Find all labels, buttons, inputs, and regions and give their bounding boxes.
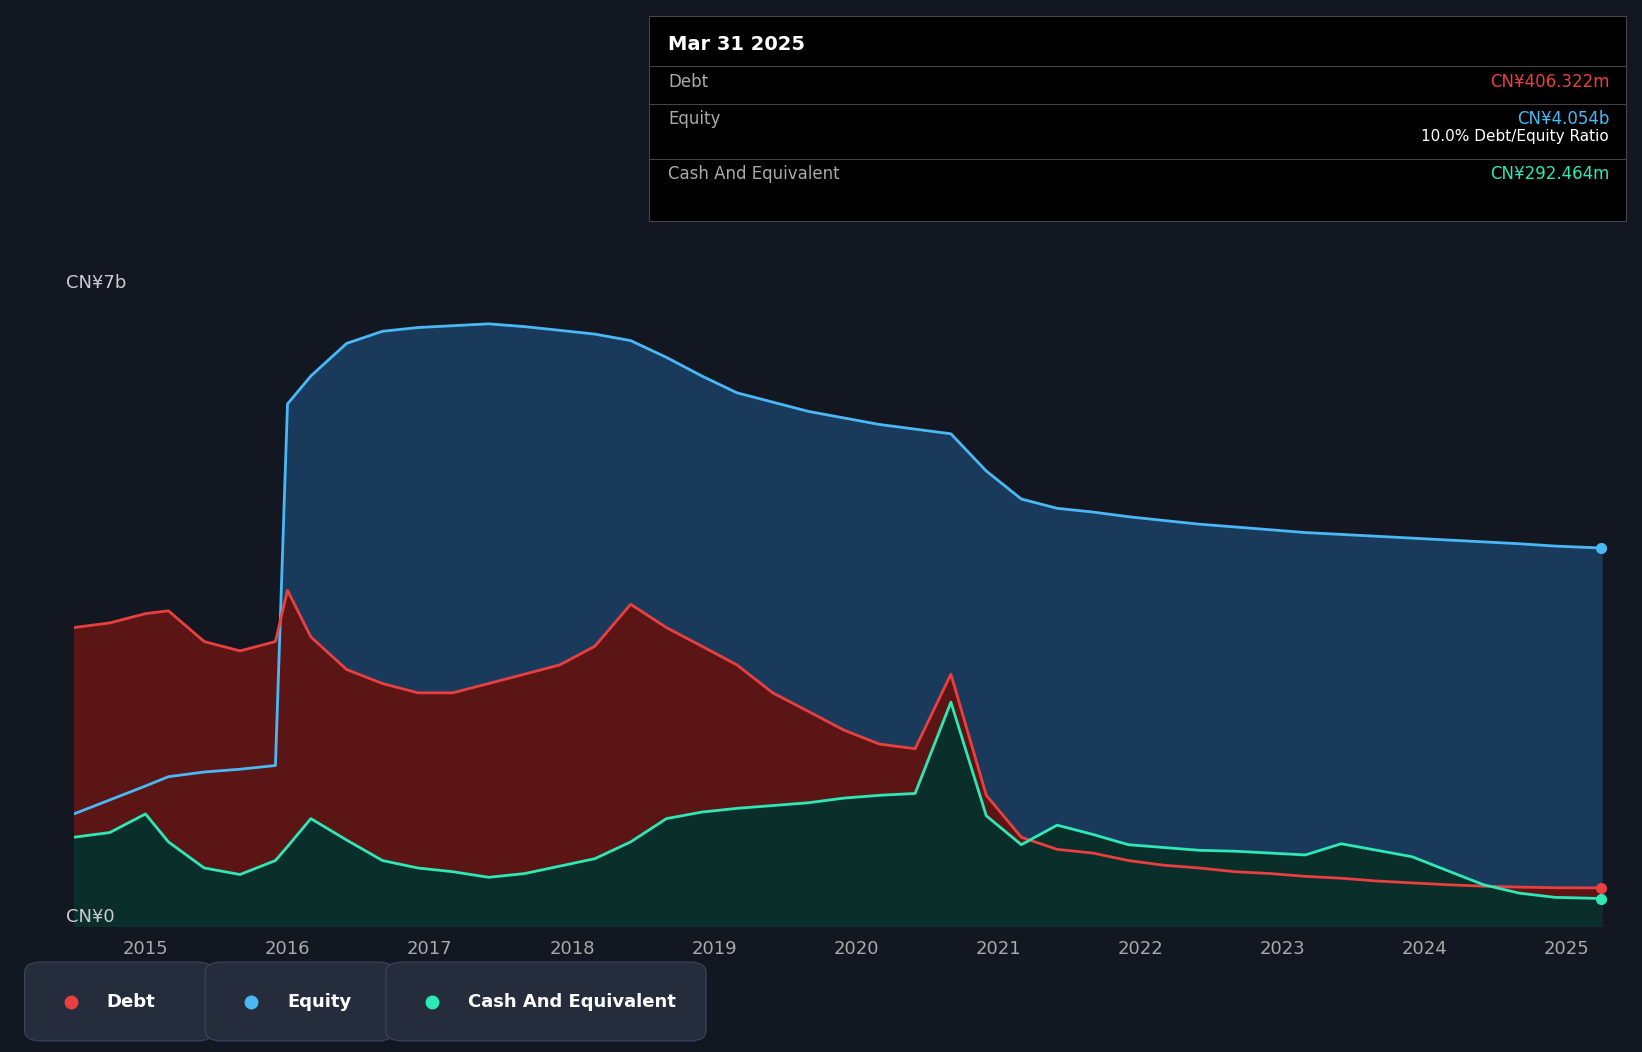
Text: CN¥4.054b: CN¥4.054b: [1517, 110, 1609, 128]
Text: Cash And Equivalent: Cash And Equivalent: [668, 165, 841, 183]
Text: Cash And Equivalent: Cash And Equivalent: [468, 992, 677, 1011]
Text: Debt: Debt: [668, 73, 708, 90]
Text: Equity: Equity: [287, 992, 351, 1011]
Text: 10.0% Debt/Equity Ratio: 10.0% Debt/Equity Ratio: [1422, 129, 1609, 144]
Text: Mar 31 2025: Mar 31 2025: [668, 35, 805, 54]
Text: CN¥7b: CN¥7b: [66, 274, 126, 291]
Text: Debt: Debt: [107, 992, 156, 1011]
Text: CN¥292.464m: CN¥292.464m: [1489, 165, 1609, 183]
Text: Equity: Equity: [668, 110, 721, 128]
Text: CN¥406.322m: CN¥406.322m: [1489, 73, 1609, 90]
Text: CN¥0: CN¥0: [66, 908, 115, 926]
